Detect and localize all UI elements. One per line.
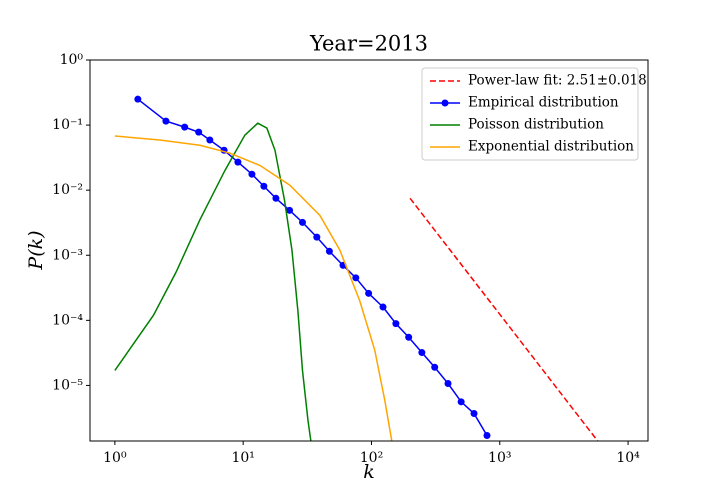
data-point [298,218,306,226]
data-point [286,206,294,214]
data-point [431,363,439,371]
data-point [392,320,400,328]
data-point [260,182,268,190]
y-axis-label: P(k) [25,230,47,270]
data-point [162,117,170,125]
legend-label: Poisson distribution [468,117,604,133]
x-tick-label: 10³ [488,450,511,466]
data-point [352,274,360,282]
data-point [248,170,256,178]
x-tick-label: 10⁴ [616,450,640,466]
legend-marker [441,99,449,107]
legend-box [421,67,639,161]
y-tick-label: 10⁻² [52,182,83,198]
data-point [418,349,426,357]
y-tick-label: 10⁻⁵ [52,377,83,393]
plot-area [114,95,599,441]
legend-label: Empirical distribution [468,95,619,111]
data-point [272,194,280,202]
data-point [234,158,242,166]
data-point [483,432,491,440]
x-tick-label: 10² [360,450,383,466]
data-point [313,233,321,241]
x-axis-label: k [363,461,375,483]
data-point [457,398,465,406]
x-tick-label: 10¹ [231,450,254,466]
legend-label: Exponential distribution [468,139,634,155]
x-tick-label: 10⁰ [103,450,127,466]
series-line [409,197,599,441]
data-point [134,95,142,103]
plot-frame [89,59,649,442]
data-point [405,333,413,341]
data-point [325,247,333,255]
data-point [181,123,189,131]
y-tick-label: 10⁰ [60,52,84,68]
y-tick-label: 10⁻¹ [52,117,83,133]
data-point [365,289,373,297]
data-point [379,303,387,311]
series-line [114,122,312,441]
legend-label: Power-law fit: 2.51±0.018 [468,73,647,89]
data-point [444,380,452,388]
series-line [114,135,393,441]
chart-title: Year=2013 [309,32,428,56]
data-point [206,136,214,144]
data-point [195,128,203,136]
data-point [470,410,478,418]
y-tick-label: 10⁻⁴ [52,312,83,328]
y-tick-label: 10⁻³ [52,247,83,263]
